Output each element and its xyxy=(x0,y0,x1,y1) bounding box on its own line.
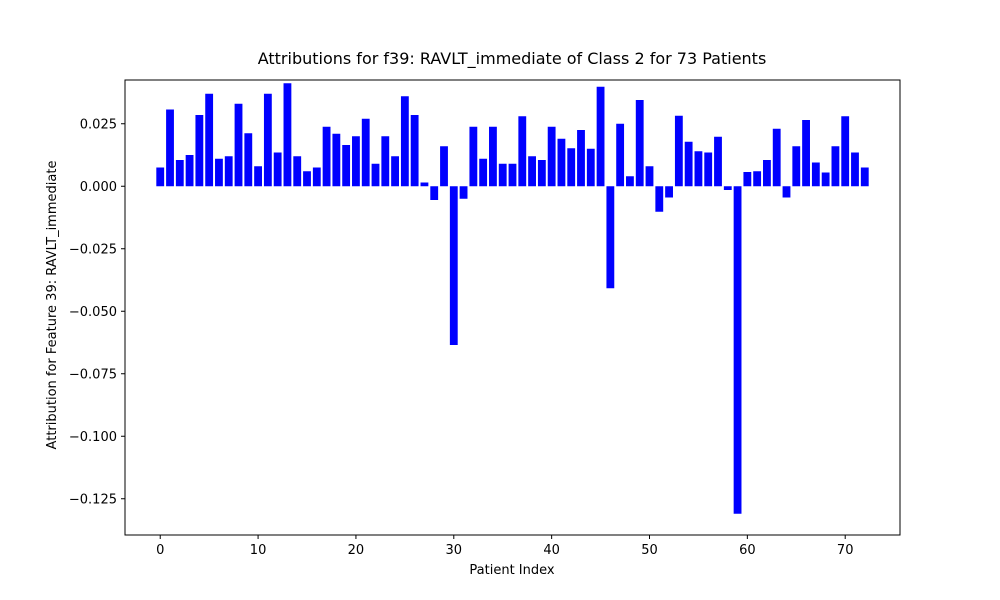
bar-patient-4 xyxy=(195,115,204,187)
y-tick-label: 0.000 xyxy=(80,180,117,195)
bar-patient-67 xyxy=(811,162,820,187)
bar-patient-71 xyxy=(851,152,859,187)
bar-patient-53 xyxy=(674,115,683,187)
bar-patient-70 xyxy=(841,116,850,187)
bar-patient-25 xyxy=(400,96,409,187)
bar-patient-20 xyxy=(352,136,360,187)
x-tick-label: 30 xyxy=(446,543,463,558)
bar-patient-55 xyxy=(694,151,703,187)
x-tick-label: 0 xyxy=(156,543,164,558)
bar-patient-36 xyxy=(508,163,517,187)
bar-patient-0 xyxy=(156,167,165,187)
bar-patient-45 xyxy=(596,86,605,187)
bar-patient-56 xyxy=(704,152,713,187)
bar-patient-29 xyxy=(440,146,448,187)
bar-patient-17 xyxy=(322,126,331,187)
x-tick-label: 50 xyxy=(641,543,658,558)
y-tick-label: −0.125 xyxy=(69,492,117,507)
chart-title: Attributions for f39: RAVLT_immediate of… xyxy=(258,49,767,69)
bar-patient-19 xyxy=(342,145,351,187)
x-tick-label: 70 xyxy=(837,543,854,558)
x-tick-label: 20 xyxy=(348,543,365,558)
bar-patient-1 xyxy=(166,109,174,187)
bar-patient-69 xyxy=(831,146,840,187)
bar-patient-60 xyxy=(743,172,752,187)
y-tick-label: −0.025 xyxy=(69,242,117,257)
y-tick-label: −0.075 xyxy=(69,367,117,382)
bar-patient-30 xyxy=(449,186,458,345)
bar-patient-41 xyxy=(557,138,566,187)
bar-patient-38 xyxy=(528,156,536,187)
bar-patient-42 xyxy=(567,148,576,187)
bar-patient-59 xyxy=(733,186,742,514)
bar-patient-31 xyxy=(459,186,468,199)
bar-patient-58 xyxy=(723,186,732,190)
x-tick-label: 10 xyxy=(250,543,267,558)
bar-patient-11 xyxy=(263,93,272,187)
y-tick-label: −0.050 xyxy=(69,305,117,320)
bar-patient-48 xyxy=(626,176,634,187)
bar-patient-52 xyxy=(665,186,673,198)
bar-patient-5 xyxy=(205,93,214,187)
bar-patient-34 xyxy=(489,126,497,187)
bar-patient-35 xyxy=(498,163,507,187)
bar-patient-54 xyxy=(684,141,693,187)
bar-patient-72 xyxy=(860,167,869,187)
bar-patient-47 xyxy=(616,123,625,187)
bar-patient-3 xyxy=(185,155,194,187)
bar-patient-10 xyxy=(254,166,262,187)
bar-patient-13 xyxy=(283,83,292,187)
bar-patient-32 xyxy=(469,126,478,187)
bar-patient-64 xyxy=(782,186,791,198)
bar-patient-28 xyxy=(430,186,439,200)
bar-patient-37 xyxy=(518,116,527,187)
bar-patient-43 xyxy=(577,130,585,187)
bar-patient-61 xyxy=(753,171,762,187)
bar-patient-66 xyxy=(802,120,810,187)
bar-patient-14 xyxy=(293,156,302,187)
x-tick-label: 60 xyxy=(739,543,756,558)
bar-patient-50 xyxy=(645,166,654,187)
bar-patient-12 xyxy=(273,152,282,187)
bar-patient-9 xyxy=(244,133,253,187)
bar-patient-8 xyxy=(234,103,243,187)
bar-patient-40 xyxy=(547,126,556,187)
bar-patient-21 xyxy=(361,118,370,187)
bar-patient-57 xyxy=(714,136,722,187)
x-axis-label: Patient Index xyxy=(469,563,554,578)
bars-layer xyxy=(156,83,869,514)
bar-patient-68 xyxy=(821,172,830,187)
bar-patient-6 xyxy=(215,158,223,187)
bar-patient-27 xyxy=(420,182,429,187)
bar-patient-39 xyxy=(537,160,546,187)
bar-patient-26 xyxy=(410,115,419,187)
x-tick-label: 40 xyxy=(543,543,560,558)
bar-patient-7 xyxy=(224,156,233,187)
bar-patient-24 xyxy=(391,156,399,187)
bar-patient-2 xyxy=(175,160,184,187)
bar-patient-44 xyxy=(586,148,595,187)
axes-layer: 0 10 20 30 40 50 60 70 −0.125 −0.100 −0.075 −0.050 −… xyxy=(69,79,901,558)
bar-patient-18 xyxy=(332,133,341,187)
y-tick-label: −0.100 xyxy=(69,430,117,445)
bar-patient-49 xyxy=(635,100,644,187)
y-axis-label: Attribution for Feature 39: RAVLT_immedi… xyxy=(45,161,60,450)
bar-patient-63 xyxy=(772,128,781,187)
bar-patient-51 xyxy=(655,186,664,212)
plot-frame xyxy=(124,79,901,536)
bar-patient-15 xyxy=(303,171,311,187)
bar-patient-46 xyxy=(606,186,615,289)
bar-patient-16 xyxy=(312,167,321,187)
bar-patient-22 xyxy=(371,163,380,187)
bar-patient-65 xyxy=(792,146,801,187)
bar-patient-23 xyxy=(381,136,390,187)
y-tick-label: 0.025 xyxy=(80,117,117,132)
bar-patient-62 xyxy=(763,160,771,187)
bar-patient-33 xyxy=(479,158,488,187)
